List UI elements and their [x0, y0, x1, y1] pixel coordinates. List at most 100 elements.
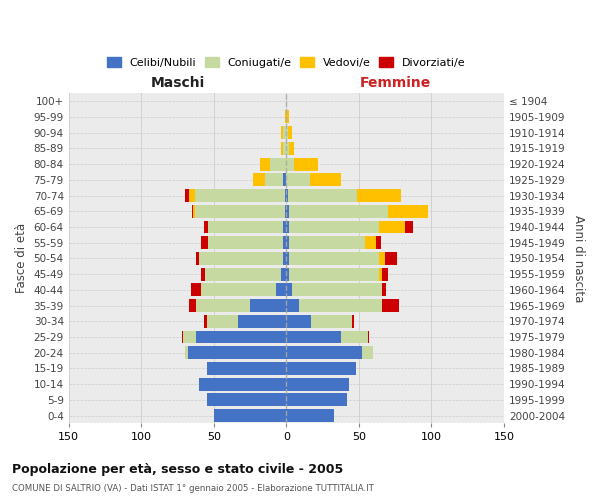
Bar	[201, 284, 276, 296]
Bar	[283, 252, 286, 265]
Bar	[293, 158, 318, 170]
Bar	[286, 142, 289, 155]
Bar	[199, 252, 283, 265]
Bar	[299, 299, 382, 312]
Bar	[379, 268, 382, 280]
Bar	[271, 158, 286, 170]
Bar	[286, 362, 356, 375]
Bar	[286, 284, 292, 296]
Bar	[286, 394, 347, 406]
Bar	[203, 220, 208, 234]
Text: Maschi: Maschi	[151, 76, 205, 90]
Bar	[286, 252, 289, 265]
Bar	[185, 189, 189, 202]
Bar	[283, 220, 286, 234]
Bar	[286, 315, 311, 328]
Bar	[191, 284, 201, 296]
Bar	[281, 268, 286, 280]
Bar	[238, 315, 286, 328]
Bar	[283, 174, 286, 186]
Bar	[365, 236, 376, 249]
Bar	[283, 142, 286, 155]
Bar	[276, 284, 286, 296]
Bar	[289, 252, 379, 265]
Bar	[195, 189, 285, 202]
Bar	[286, 409, 334, 422]
Bar	[286, 236, 289, 249]
Bar	[189, 299, 196, 312]
Bar	[382, 299, 400, 312]
Bar	[286, 378, 349, 390]
Bar	[382, 284, 386, 296]
Bar	[311, 315, 352, 328]
Bar	[286, 220, 289, 234]
Bar	[193, 205, 195, 218]
Bar	[289, 268, 379, 280]
Bar	[289, 205, 388, 218]
Bar	[286, 299, 299, 312]
Bar	[183, 330, 196, 344]
Bar	[352, 315, 355, 328]
Bar	[185, 346, 188, 359]
Bar	[286, 126, 288, 139]
Bar	[196, 299, 250, 312]
Text: Femmine: Femmine	[359, 76, 431, 90]
Bar	[286, 174, 310, 186]
Bar	[206, 315, 238, 328]
Bar	[203, 315, 206, 328]
Bar	[288, 126, 292, 139]
Bar	[214, 409, 286, 422]
Bar	[189, 189, 195, 202]
Bar	[285, 189, 286, 202]
Bar	[253, 174, 265, 186]
Bar	[283, 126, 286, 139]
Bar	[289, 236, 365, 249]
Bar	[289, 220, 379, 234]
Bar	[379, 220, 405, 234]
Bar	[382, 268, 388, 280]
Bar	[208, 220, 283, 234]
Bar	[286, 110, 289, 124]
Bar	[192, 205, 193, 218]
Bar	[286, 330, 341, 344]
Bar	[289, 142, 293, 155]
Bar	[385, 252, 397, 265]
Bar	[376, 236, 380, 249]
Bar	[195, 205, 285, 218]
Bar	[286, 346, 362, 359]
Bar	[285, 110, 286, 124]
Bar	[281, 142, 283, 155]
Text: Popolazione per età, sesso e stato civile - 2005: Popolazione per età, sesso e stato civil…	[12, 462, 343, 475]
Bar	[292, 284, 382, 296]
Bar	[362, 346, 373, 359]
Bar	[205, 268, 281, 280]
Bar	[265, 174, 283, 186]
Bar	[286, 268, 289, 280]
Bar	[288, 189, 358, 202]
Bar	[405, 220, 413, 234]
Y-axis label: Fasce di età: Fasce di età	[15, 224, 28, 294]
Bar	[206, 394, 286, 406]
Bar	[283, 236, 286, 249]
Bar	[388, 205, 428, 218]
Y-axis label: Anni di nascita: Anni di nascita	[572, 214, 585, 302]
Bar	[260, 158, 271, 170]
Bar	[285, 205, 286, 218]
Bar	[379, 252, 385, 265]
Bar	[250, 299, 286, 312]
Bar	[201, 268, 205, 280]
Bar	[358, 189, 401, 202]
Bar	[206, 362, 286, 375]
Bar	[286, 205, 289, 218]
Text: COMUNE DI SALTRIO (VA) - Dati ISTAT 1° gennaio 2005 - Elaborazione TUTTITALIA.IT: COMUNE DI SALTRIO (VA) - Dati ISTAT 1° g…	[12, 484, 374, 493]
Bar	[196, 330, 286, 344]
Bar	[208, 236, 283, 249]
Legend: Celibi/Nubili, Coniugati/e, Vedovi/e, Divorziati/e: Celibi/Nubili, Coniugati/e, Vedovi/e, Di…	[103, 52, 470, 72]
Bar	[196, 252, 199, 265]
Bar	[341, 330, 368, 344]
Bar	[201, 236, 208, 249]
Bar	[182, 330, 183, 344]
Bar	[368, 330, 369, 344]
Bar	[281, 126, 283, 139]
Bar	[286, 158, 293, 170]
